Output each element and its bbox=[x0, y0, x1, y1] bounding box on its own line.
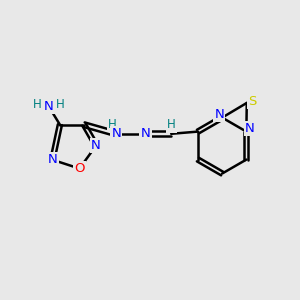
Text: N: N bbox=[91, 139, 101, 152]
Text: N: N bbox=[214, 108, 224, 121]
Text: H: H bbox=[108, 118, 117, 131]
Text: N: N bbox=[141, 127, 151, 140]
Text: N: N bbox=[111, 127, 121, 140]
Text: H: H bbox=[33, 98, 42, 111]
Text: H: H bbox=[56, 98, 64, 111]
Text: N: N bbox=[245, 122, 255, 135]
Text: N: N bbox=[44, 100, 54, 113]
Text: H: H bbox=[167, 118, 176, 131]
Text: S: S bbox=[248, 95, 256, 108]
Text: N: N bbox=[48, 153, 57, 166]
Text: O: O bbox=[74, 162, 85, 175]
